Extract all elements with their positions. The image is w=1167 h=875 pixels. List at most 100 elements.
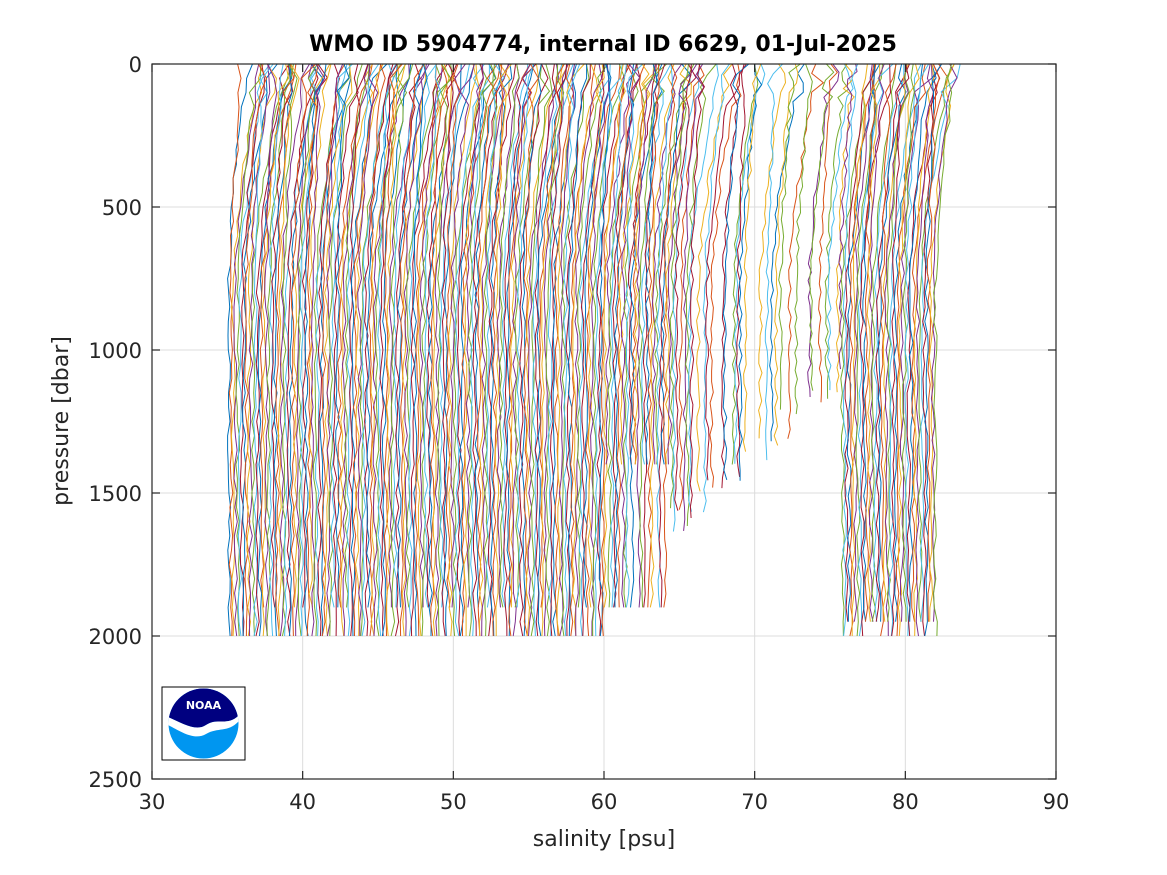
profile-line	[292, 63, 331, 608]
profile-line	[554, 63, 575, 637]
profile-line	[228, 63, 242, 637]
profile-line	[354, 63, 384, 637]
profile-line	[253, 63, 274, 637]
profile-line	[239, 63, 265, 637]
x-tick-label: 90	[1043, 790, 1070, 814]
profile-line	[395, 63, 421, 637]
profile-line	[904, 63, 930, 637]
profile-line	[625, 63, 644, 608]
profile-line	[295, 63, 317, 637]
profile-line	[257, 63, 293, 637]
profile-line	[868, 63, 885, 622]
profile-line	[842, 63, 859, 637]
profile-line	[764, 63, 783, 461]
profile-line	[609, 63, 627, 608]
profile-line	[321, 63, 346, 637]
profile-line	[279, 63, 310, 637]
profile-line	[687, 63, 719, 512]
profile-line	[330, 63, 353, 608]
profile-line	[674, 63, 692, 511]
profile-line	[381, 63, 412, 637]
profile-line	[414, 63, 439, 637]
profile-line	[246, 63, 277, 637]
profile-line	[443, 63, 475, 637]
profile-line	[647, 63, 660, 608]
profile-line	[432, 63, 455, 637]
profile-line	[350, 63, 388, 637]
profile-line	[915, 63, 935, 637]
profile-line	[631, 63, 646, 465]
profile-line	[505, 63, 535, 637]
profile-line	[474, 63, 502, 608]
profile-line	[651, 63, 683, 465]
profile-line	[895, 63, 927, 637]
y-tick-label: 1500	[89, 482, 142, 506]
profile-line	[416, 63, 450, 637]
noaa-logo-text: NOAA	[186, 699, 222, 712]
profile-line	[709, 63, 742, 488]
profile-lines	[227, 63, 961, 637]
profile-line	[877, 63, 907, 622]
profile-line	[678, 63, 705, 510]
profile-line	[536, 63, 568, 637]
profile-line	[485, 63, 505, 608]
profile-line	[620, 63, 641, 608]
profile-line	[571, 63, 599, 637]
profile-line	[467, 63, 497, 637]
profile-line	[244, 63, 268, 637]
profile-line	[397, 63, 424, 608]
profile-line	[656, 63, 674, 608]
profile-line	[496, 63, 520, 608]
profile-line	[377, 63, 395, 637]
profile-line	[794, 63, 813, 415]
axis-ticks: 30 40 50 60 70 80 90 0 500 1000 1500 2000 2500	[89, 53, 1070, 814]
profile-line	[880, 63, 897, 637]
profile-line	[574, 63, 603, 637]
profile-line	[705, 63, 737, 481]
profile-line	[769, 63, 805, 442]
profile-line	[539, 63, 565, 608]
profile-line	[634, 63, 650, 465]
profile-line	[290, 63, 317, 637]
profile-line	[439, 63, 470, 608]
profile-line	[891, 63, 910, 637]
profile-line	[328, 63, 363, 637]
profile-line	[886, 63, 910, 622]
profile-line	[534, 63, 557, 637]
profile-line	[636, 63, 656, 608]
profile-line	[685, 63, 717, 527]
profile-line	[494, 63, 512, 636]
profile-line	[454, 63, 485, 637]
profile-line	[838, 63, 858, 370]
profile-line	[640, 63, 672, 465]
profile-line	[649, 63, 676, 608]
x-tick-label: 70	[741, 790, 768, 814]
profile-line	[614, 63, 635, 608]
profile-line	[642, 63, 666, 608]
profile-line	[487, 63, 517, 637]
profile-line	[379, 63, 398, 637]
chart-title: WMO ID 5904774, internal ID 6629, 01-Jul…	[309, 32, 897, 57]
profile-line	[660, 63, 691, 465]
profile-line	[600, 63, 629, 637]
profile-line	[242, 63, 278, 637]
profile-line	[401, 63, 427, 637]
profile-line	[702, 63, 730, 513]
profile-line	[846, 63, 881, 622]
profile-line	[518, 63, 549, 637]
profile-line	[840, 63, 877, 637]
profile-line	[731, 63, 759, 465]
y-tick-label: 2000	[89, 625, 142, 649]
profile-line	[459, 63, 497, 637]
profile-line	[563, 63, 581, 637]
profile-line	[616, 63, 634, 608]
profile-line	[933, 63, 953, 637]
profile-line	[364, 63, 394, 637]
profile-line	[787, 63, 825, 439]
profile-line	[430, 63, 449, 637]
profile-line	[871, 63, 897, 622]
profile-line	[472, 63, 509, 637]
profile-line	[403, 63, 430, 637]
profile-line	[530, 63, 553, 637]
profile-line	[419, 63, 443, 608]
